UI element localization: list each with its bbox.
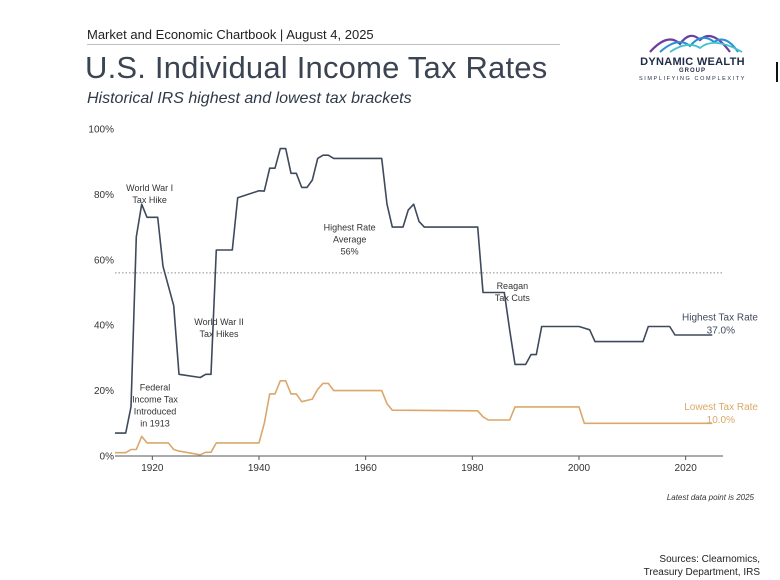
annotation-line: in 1913	[140, 419, 170, 429]
footnote: Latest data point is 2025	[666, 493, 754, 502]
annotation-line: 56%	[341, 246, 359, 256]
highest-rate-end-label: Highest Tax Rate 37.0%	[682, 312, 758, 336]
annotation-ww2: World War II Tax Hikes	[194, 317, 244, 339]
x-tick-label: 1980	[461, 463, 484, 474]
x-tick-label: 2000	[568, 463, 591, 474]
y-tick-label: 40%	[94, 321, 114, 332]
annotation-average: Highest Rate Average 56%	[324, 222, 376, 256]
y-tick-label: 0%	[100, 452, 115, 463]
annotation-line: Tax Hike	[132, 195, 167, 205]
logo-mountain-icon	[649, 34, 743, 53]
chartbook-header: Market and Economic Chartbook | August 4…	[87, 27, 374, 42]
logo-tagline: SIMPLIFYING COMPLEXITY	[638, 76, 747, 82]
x-tick-label: 1940	[248, 463, 271, 474]
x-tick-label: 1920	[141, 463, 164, 474]
annotation-line: World War I	[126, 183, 173, 193]
chart-axes: 1920 1940 1960 1980 2000 2020 0% 20% 40% 60% 80% 10…	[88, 125, 723, 474]
end-label-value: 37.0%	[707, 325, 735, 336]
highest-rate-line	[115, 147, 713, 434]
annotation-line: Tax Cuts	[495, 293, 531, 303]
sources: Sources: Clearnomics, Treasury Departmen…	[643, 554, 760, 578]
annotation-line: Introduced	[134, 407, 177, 417]
lowest-rate-line	[115, 380, 713, 456]
annotation-ww1: World War I Tax Hike	[126, 183, 173, 205]
annotation-federal: Federal Income Tax Introduced in 1913	[132, 383, 178, 429]
annotation-line: Income Tax	[132, 395, 178, 405]
end-label-name: Highest Tax Rate	[682, 312, 758, 323]
annotation-line: Reagan	[497, 281, 529, 291]
annotation-line: Federal	[140, 383, 171, 393]
logo-name: DYNAMIC WEALTH	[640, 56, 745, 68]
annotation-line: World War II	[194, 317, 244, 327]
series-group	[115, 147, 713, 456]
y-tick-label: 60%	[94, 255, 114, 266]
annotations-group: World War I Tax Hike World War II Tax Hikes…	[126, 183, 758, 428]
chart-title: U.S. Individual Income Tax Rates	[85, 50, 548, 85]
y-tick-label: 100%	[88, 125, 114, 136]
chart-subtitle: Historical IRS highest and lowest tax br…	[87, 90, 412, 107]
x-tick-label: 1960	[355, 463, 378, 474]
x-tick-label: 2020	[675, 463, 698, 474]
edge-marker	[776, 62, 778, 82]
annotation-reagan: Reagan Tax Cuts	[495, 281, 531, 303]
y-tick-label: 20%	[94, 386, 114, 397]
annotation-line: Highest Rate	[324, 222, 376, 232]
lowest-rate-end-label: Lowest Tax Rate 10.0%	[684, 402, 758, 426]
logo-group: GROUP	[678, 68, 706, 74]
header-divider	[87, 44, 560, 45]
annotation-line: Average	[333, 234, 366, 244]
end-label-value: 10.0%	[707, 415, 735, 426]
annotation-line: Tax Hikes	[199, 329, 239, 339]
y-tick-label: 80%	[94, 190, 114, 201]
end-label-name: Lowest Tax Rate	[684, 402, 758, 413]
